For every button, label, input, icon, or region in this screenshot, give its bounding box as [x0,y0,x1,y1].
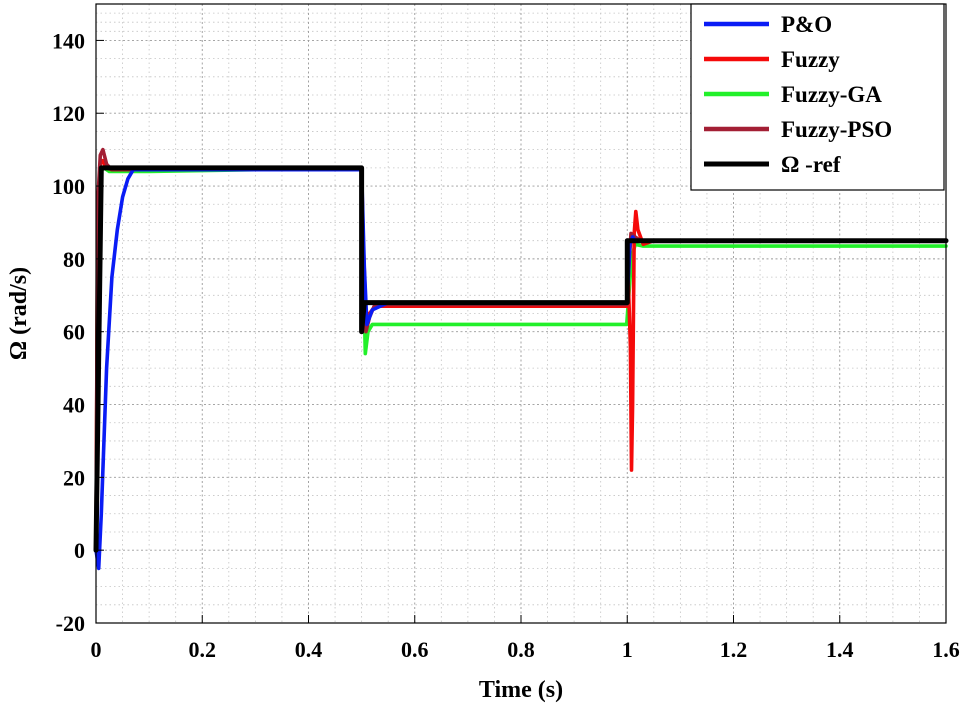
y-axis-label: Ω (rad/s) [6,267,32,360]
y-tick-label: 120 [52,101,85,126]
x-tick-label: 0 [91,637,102,662]
y-tick-label: 20 [63,465,85,490]
x-tick-label: 1.2 [720,637,748,662]
legend-box [690,3,945,191]
legend-label-fuzzy: Fuzzy [781,47,840,72]
x-tick-label: 0.6 [401,637,429,662]
y-tick-label: 0 [74,538,85,563]
series-layer [93,147,949,571]
x-axis-ticks: 0 0.2 0.4 0.6 0.8 1 1.2 1.4 1.6 [91,615,960,662]
x-tick-label: 0.4 [295,637,323,662]
x-tick-label: 0.8 [507,637,535,662]
legend: P&O Fuzzy Fuzzy-GA Fuzzy-PSO Ω -ref [690,3,945,191]
y-tick-label: 40 [63,393,85,418]
y-tick-label: 80 [63,247,85,272]
y-tick-label: 100 [52,174,85,199]
y-tick-label: 60 [63,320,85,345]
legend-label-ref: Ω -ref [781,152,841,177]
x-tick-label: 1.4 [826,637,854,662]
y-tick-label: 140 [52,28,85,53]
y-axis-ticks: -20 0 20 40 60 80 100 120 140 [52,28,104,636]
legend-label-fuzzy-pso: Fuzzy-PSO [781,117,892,142]
x-tick-label: 0.2 [189,637,217,662]
series-line-ref [93,165,949,553]
x-tick-label: 1.6 [932,637,960,662]
legend-label-p-o: P&O [781,12,832,37]
legend-label-fuzzy-ga: Fuzzy-GA [781,82,882,107]
y-tick-label: -20 [56,611,85,636]
x-axis-label: Time (s) [479,677,563,703]
x-tick-label: 1 [622,637,633,662]
